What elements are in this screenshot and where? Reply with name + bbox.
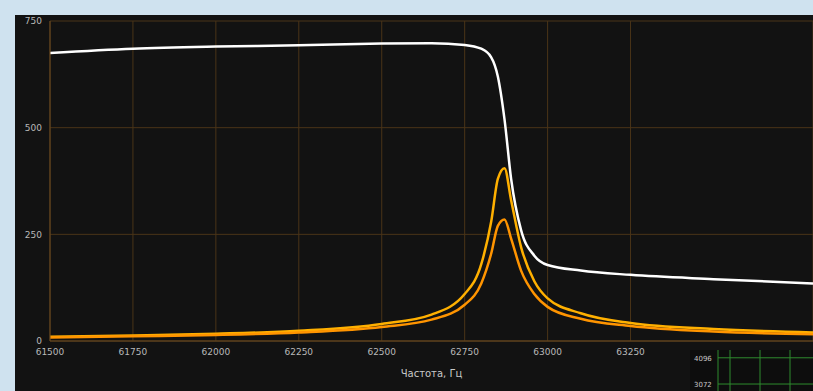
svg-text:Частота, Гц: Частота, Гц: [401, 368, 463, 379]
svg-text:250: 250: [25, 230, 42, 240]
svg-text:63000: 63000: [533, 347, 562, 357]
svg-text:3072: 3072: [694, 381, 712, 389]
svg-text:61500: 61500: [36, 347, 65, 357]
svg-text:62500: 62500: [367, 347, 396, 357]
svg-text:500: 500: [25, 123, 42, 133]
svg-text:62250: 62250: [284, 347, 313, 357]
svg-text:750: 750: [25, 16, 42, 26]
svg-text:62000: 62000: [202, 347, 231, 357]
svg-text:62750: 62750: [450, 347, 479, 357]
svg-text:0: 0: [36, 336, 42, 346]
svg-text:61750: 61750: [119, 347, 148, 357]
svg-text:63250: 63250: [616, 347, 645, 357]
svg-text:4096: 4096: [694, 355, 712, 363]
